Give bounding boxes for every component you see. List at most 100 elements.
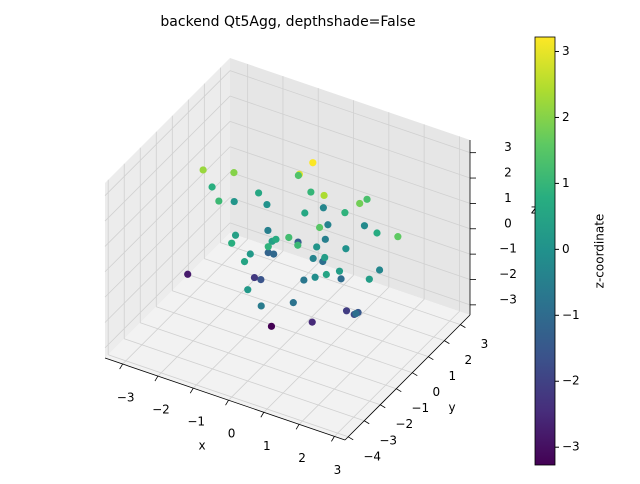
x-tick-label: 2 xyxy=(298,451,306,465)
point xyxy=(294,241,302,249)
grid-line xyxy=(229,197,471,280)
y-tick-label: 2 xyxy=(465,353,473,367)
z-tick-label: −3 xyxy=(499,292,517,306)
point xyxy=(230,169,238,177)
colorbar-label: z-coordinate xyxy=(593,214,607,289)
point xyxy=(289,299,297,307)
y-tick-label: 0 xyxy=(432,385,440,399)
x-tick-label: 1 xyxy=(263,439,271,453)
point xyxy=(199,166,207,174)
grid-line xyxy=(104,70,231,196)
y-tick-label: −3 xyxy=(379,433,397,447)
point xyxy=(352,310,360,318)
tick-mark xyxy=(412,372,418,377)
grid-line xyxy=(220,242,461,325)
tick-mark xyxy=(225,400,229,406)
x-axis-label: x xyxy=(198,439,205,453)
grid-line xyxy=(172,290,413,374)
tick-mark xyxy=(347,436,354,441)
z-tick-label: −1 xyxy=(499,242,517,256)
point xyxy=(375,266,384,274)
z-tick-label: 1 xyxy=(504,191,512,205)
point xyxy=(257,275,265,284)
grid-line xyxy=(104,222,231,349)
tick-mark xyxy=(364,420,370,425)
point xyxy=(363,195,371,203)
x-axis xyxy=(104,357,346,441)
point xyxy=(313,243,321,251)
point xyxy=(320,191,328,200)
point xyxy=(215,197,223,205)
point xyxy=(294,171,302,180)
point xyxy=(264,249,272,257)
grid-line xyxy=(140,322,381,406)
point xyxy=(322,270,330,279)
point xyxy=(311,273,319,281)
point xyxy=(301,209,309,217)
point xyxy=(321,235,329,243)
point xyxy=(342,307,351,315)
z-tick-label: 0 xyxy=(504,216,512,230)
tick-mark xyxy=(260,412,265,418)
x-tick-label: 3 xyxy=(334,463,342,477)
point xyxy=(315,223,324,232)
grid-line xyxy=(104,197,231,323)
point xyxy=(341,209,349,217)
y-tick-label: −1 xyxy=(411,401,429,415)
y-tick-label: −2 xyxy=(395,417,413,431)
pane-floor xyxy=(105,233,470,440)
point xyxy=(285,233,293,242)
z-tick-label: 2 xyxy=(504,166,512,180)
grid-line xyxy=(157,250,284,377)
pane-back xyxy=(230,58,470,315)
z-tick-label: −2 xyxy=(499,267,517,281)
grid-line xyxy=(108,354,349,438)
tick-mark xyxy=(189,387,194,394)
grid-line xyxy=(229,70,471,154)
grid-line xyxy=(104,121,231,247)
point xyxy=(360,222,369,230)
y-tick-label: 3 xyxy=(481,337,489,351)
point xyxy=(308,318,316,326)
colorbar-tick-label: 1 xyxy=(562,176,570,190)
point xyxy=(264,243,272,251)
point xyxy=(184,270,192,278)
x-tick-label: −3 xyxy=(117,391,135,405)
point xyxy=(309,159,317,167)
tick-mark xyxy=(460,324,466,328)
point xyxy=(228,239,236,247)
grid-line xyxy=(228,274,354,401)
z-axis-label: z xyxy=(531,203,537,217)
point xyxy=(373,229,381,237)
point xyxy=(309,254,317,263)
grid-line xyxy=(156,306,397,390)
grid-line xyxy=(298,299,425,425)
point xyxy=(263,200,271,209)
z-tick-label: 3 xyxy=(504,140,512,154)
grid-line xyxy=(229,146,471,230)
y-axis xyxy=(344,314,471,441)
x-tick-label: 0 xyxy=(228,427,236,441)
grid-line xyxy=(229,95,471,179)
point xyxy=(231,231,240,239)
pane-left xyxy=(105,58,230,358)
point xyxy=(208,183,216,191)
point xyxy=(272,235,280,243)
point xyxy=(321,253,329,262)
point xyxy=(342,245,350,253)
point xyxy=(324,221,332,229)
point xyxy=(394,233,402,241)
tick-mark xyxy=(380,404,386,409)
grid-line xyxy=(229,121,471,204)
colorbar-tick-label: −3 xyxy=(562,440,580,454)
point xyxy=(300,276,308,284)
point xyxy=(365,275,373,283)
colorbar-tick-label: 3 xyxy=(562,44,570,58)
x-tick-label: −1 xyxy=(187,415,205,429)
colorbar-tick-label: −2 xyxy=(562,374,580,388)
tick-mark xyxy=(154,375,159,382)
point xyxy=(264,226,272,235)
point xyxy=(335,267,344,275)
tick-mark xyxy=(331,436,335,442)
